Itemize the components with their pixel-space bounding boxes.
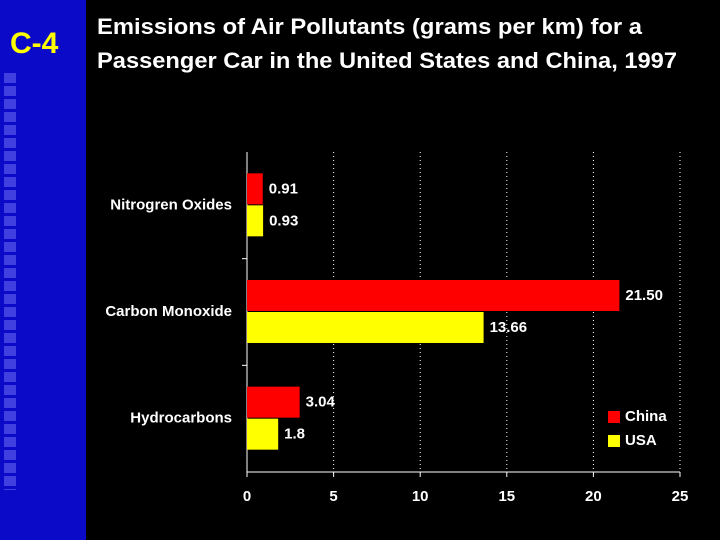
x-tick-label: 0 bbox=[243, 488, 251, 505]
legend-swatch bbox=[608, 411, 620, 423]
x-tick-label: 5 bbox=[329, 488, 337, 505]
chart-title: Emissions of Air Pollutants (grams per k… bbox=[97, 14, 643, 39]
x-tick-label: 15 bbox=[498, 488, 515, 505]
value-label: 0.91 bbox=[269, 180, 298, 197]
side-strip bbox=[0, 0, 86, 540]
x-tick-label: 10 bbox=[412, 488, 429, 505]
value-label: 13.66 bbox=[490, 319, 528, 336]
bar bbox=[247, 173, 263, 205]
legend-label: China bbox=[625, 408, 667, 425]
bar bbox=[247, 280, 620, 311]
y-tick-label: Nitrogren Oxides bbox=[110, 196, 232, 213]
y-tick-label: Carbon Monoxide bbox=[105, 303, 232, 320]
bar bbox=[247, 386, 300, 418]
bar bbox=[247, 312, 484, 343]
x-tick-label: 20 bbox=[585, 488, 602, 505]
bar bbox=[247, 205, 264, 237]
legend-swatch bbox=[608, 435, 620, 447]
x-tick-label: 25 bbox=[672, 488, 689, 505]
value-label: 21.50 bbox=[625, 287, 663, 304]
value-label: 3.04 bbox=[306, 394, 336, 411]
bar bbox=[247, 418, 279, 450]
y-tick-label: Hydrocarbons bbox=[130, 410, 232, 427]
strip-pattern bbox=[4, 70, 16, 490]
slide-label: C-4 bbox=[10, 27, 59, 60]
chart-title: Passenger Car in the United States and C… bbox=[97, 48, 677, 73]
value-label: 1.8 bbox=[284, 426, 305, 443]
value-label: 0.93 bbox=[269, 212, 298, 229]
legend-label: USA bbox=[625, 432, 657, 449]
